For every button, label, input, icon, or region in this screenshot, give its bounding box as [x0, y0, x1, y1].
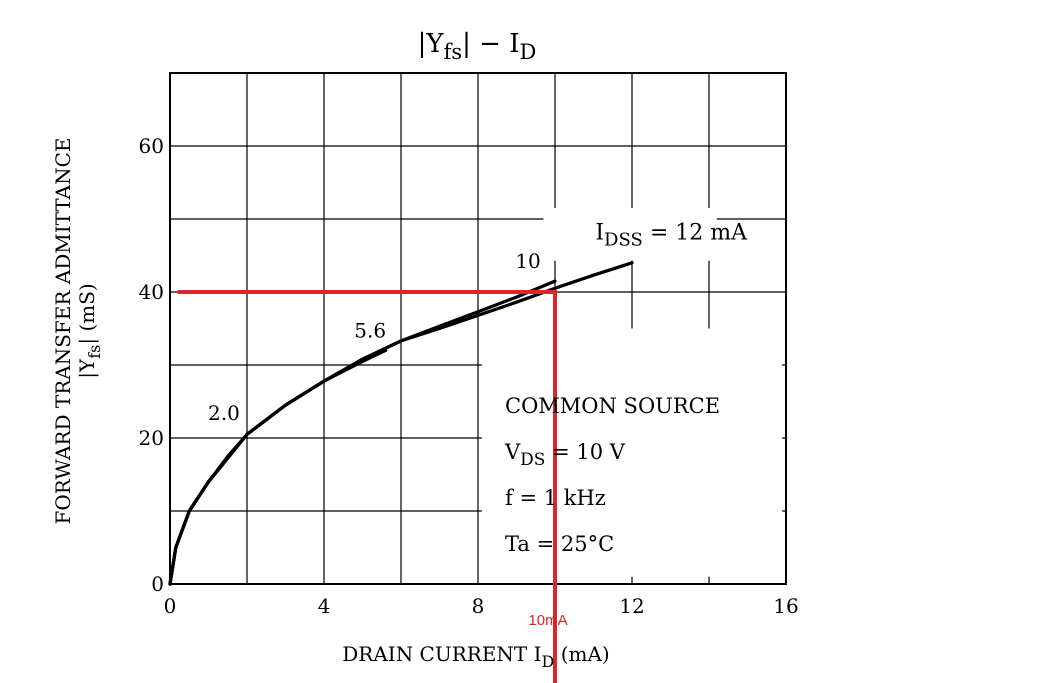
y-axis-label-line2: |Yfs| (mS)	[75, 283, 104, 378]
condition-line: VDS = 10 V	[504, 440, 626, 470]
x-tick-label: 0	[164, 594, 177, 618]
chart-title: |Yfs| − ID	[418, 29, 537, 64]
annotation-line	[177, 290, 557, 683]
y-tick-label: 0	[151, 572, 164, 596]
condition-line: Ta = 25°C	[505, 532, 614, 556]
x-tick-label: 16	[773, 594, 798, 618]
y-tick-label: 20	[139, 426, 164, 450]
grid	[169, 72, 787, 585]
condition-line: COMMON SOURCE	[505, 394, 720, 418]
idss-label-box	[543, 208, 717, 261]
series-line	[168, 348, 388, 586]
curve-label: 5.6	[354, 318, 386, 342]
x-axis-label: DRAIN CURRENT ID (mA)	[342, 642, 609, 671]
x-tick-label: 12	[619, 594, 644, 618]
x-tick-label: 8	[472, 594, 485, 618]
curve-label: 2.0	[208, 401, 240, 425]
y-axis-label: FORWARD TRANSFER ADMITTANCE |Yfs| (mS)	[51, 138, 104, 525]
annotation-label: 10mA	[528, 612, 567, 629]
labels: |Yfs| − ID 0 4 8 12 16 0 20 40 60 DRAIN CURRENT ID…	[51, 29, 799, 671]
series-line	[168, 432, 249, 586]
y-tick-label: 40	[139, 280, 164, 304]
conditions-box	[481, 328, 783, 577]
plot-frame	[169, 72, 787, 585]
x-tick-label: 4	[318, 594, 331, 618]
idss-label: IDSS = 12 mA	[595, 220, 748, 250]
condition-line: f = 1 kHz	[505, 486, 606, 510]
annotation	[177, 290, 557, 683]
y-tick-label: 60	[139, 134, 164, 158]
curve-label: 10	[515, 249, 540, 273]
y-axis-label-line1: FORWARD TRANSFER ADMITTANCE	[51, 138, 75, 525]
